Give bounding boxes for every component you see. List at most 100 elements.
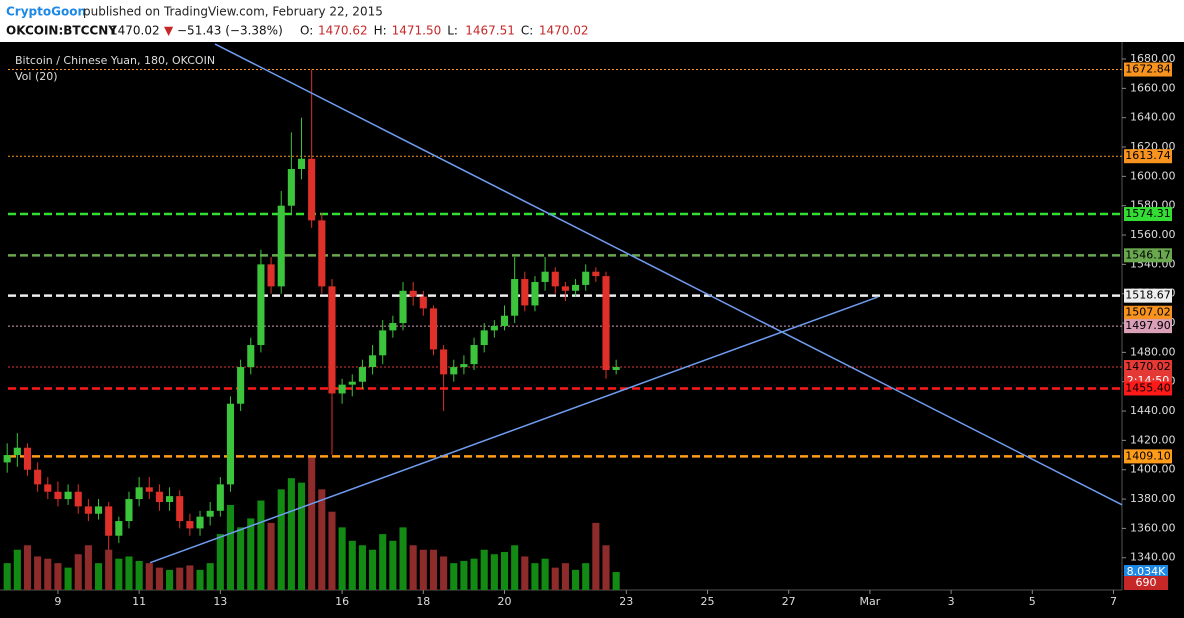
y-tick-label: 1600.00 bbox=[1130, 169, 1176, 182]
candle-body bbox=[500, 315, 509, 326]
arrow: ▼ bbox=[164, 24, 174, 38]
volume-bar bbox=[561, 563, 569, 590]
candle-body bbox=[226, 403, 235, 485]
candle-body bbox=[84, 506, 92, 514]
level-label-bg bbox=[1124, 305, 1172, 320]
volume-bar bbox=[440, 556, 448, 590]
ohlc-key: O: bbox=[300, 24, 313, 38]
x-tick-label: 25 bbox=[700, 595, 714, 608]
volume-bar bbox=[34, 556, 42, 590]
volume-marker-bg bbox=[1124, 576, 1168, 590]
volume-bar bbox=[105, 549, 113, 590]
level-label: 1497.90 bbox=[1125, 319, 1171, 332]
ohlc-value: 1470.62 bbox=[318, 24, 368, 38]
level-label-bg bbox=[1124, 207, 1172, 222]
level-label-bg bbox=[1124, 381, 1172, 396]
volume-bar bbox=[399, 527, 407, 590]
volume-bar bbox=[115, 558, 123, 590]
candle-body bbox=[379, 330, 387, 356]
author[interactable]: CryptoGoon bbox=[6, 5, 86, 19]
volume-bar bbox=[216, 534, 224, 590]
level-label: 1613.74 bbox=[1125, 149, 1171, 162]
candle-body bbox=[338, 384, 346, 394]
candle-body bbox=[3, 455, 11, 463]
volume-bar bbox=[247, 518, 255, 590]
trendline bbox=[149, 296, 879, 564]
x-tick-label: 3 bbox=[948, 595, 955, 608]
volume-title: Vol (20) bbox=[15, 70, 58, 83]
candle-body bbox=[450, 367, 458, 375]
candle-body bbox=[328, 286, 336, 394]
volume-bar bbox=[176, 567, 184, 590]
candle-body bbox=[551, 271, 559, 287]
y-tick-label: 1380.00 bbox=[1130, 492, 1176, 505]
ohlc-key: H: bbox=[374, 24, 387, 38]
volume-bar bbox=[602, 545, 610, 590]
volume-bar bbox=[338, 527, 346, 590]
volume-bar bbox=[328, 511, 336, 590]
candle-body bbox=[105, 506, 113, 536]
volume-bar bbox=[155, 567, 163, 590]
x-tick-label: 9 bbox=[54, 595, 61, 608]
volume-bar bbox=[419, 549, 427, 590]
candle-body bbox=[440, 349, 448, 375]
volume-bar bbox=[612, 572, 620, 590]
level-label-bg bbox=[1124, 248, 1172, 263]
candle-body bbox=[470, 345, 478, 365]
volume-bar bbox=[186, 565, 194, 590]
candle-body bbox=[115, 521, 123, 536]
volume-bar bbox=[23, 545, 32, 590]
y-tick-label: 1420.00 bbox=[1130, 433, 1176, 446]
candle-body bbox=[460, 364, 468, 368]
y-tick-label: 1360.00 bbox=[1130, 521, 1176, 534]
change: −51.43 (−3.38%) bbox=[177, 24, 283, 38]
volume-bar bbox=[74, 554, 82, 590]
header-bg bbox=[0, 0, 1184, 42]
volume-bar bbox=[429, 549, 438, 590]
level-label-bg bbox=[1124, 62, 1172, 77]
candle-body bbox=[480, 330, 488, 346]
candle-body bbox=[64, 491, 72, 500]
volume-bar bbox=[196, 569, 204, 590]
volume-bar bbox=[521, 556, 529, 590]
candle-body bbox=[389, 323, 397, 331]
volume-bar bbox=[358, 545, 366, 590]
level-label-bg bbox=[1124, 449, 1172, 464]
candle-body bbox=[186, 521, 194, 529]
candle-body bbox=[358, 367, 366, 382]
volume-bar bbox=[44, 558, 52, 590]
candle-body bbox=[155, 491, 163, 502]
candle-body bbox=[237, 367, 245, 404]
volume-bar bbox=[166, 569, 174, 590]
volume-bar bbox=[257, 500, 265, 590]
candle-body bbox=[54, 491, 62, 500]
candle-body bbox=[419, 296, 427, 309]
volume-bar bbox=[389, 540, 397, 590]
y-tick-label: 1340.00 bbox=[1130, 551, 1176, 564]
level-label-bg bbox=[1124, 149, 1172, 164]
ohlc-key: C: bbox=[521, 24, 533, 38]
volume-bar bbox=[379, 534, 387, 590]
x-tick-label: 18 bbox=[416, 595, 430, 608]
volume-marker: 690 bbox=[1136, 576, 1157, 589]
volume-bar bbox=[511, 545, 519, 590]
volume-bar bbox=[84, 545, 92, 590]
volume-bar bbox=[450, 563, 458, 590]
volume-marker-bg bbox=[1124, 565, 1168, 580]
volume-bar bbox=[125, 556, 133, 590]
volume-bar bbox=[308, 455, 316, 590]
x-tick-label: 7 bbox=[1110, 595, 1117, 608]
level-label: 1518.67 bbox=[1125, 289, 1171, 302]
volume-bar bbox=[3, 563, 11, 590]
candle-body bbox=[94, 506, 103, 514]
candle-body bbox=[125, 499, 133, 522]
candle-body bbox=[308, 158, 316, 221]
ohlc-key: L: bbox=[447, 24, 458, 38]
volume-bar bbox=[267, 522, 275, 590]
candle-body bbox=[561, 286, 569, 291]
level-label-bg bbox=[1124, 288, 1172, 303]
volume-bar bbox=[145, 563, 153, 590]
level-label: 1546.17 bbox=[1125, 248, 1171, 261]
candle-body bbox=[135, 487, 143, 500]
candle-body bbox=[592, 271, 600, 277]
